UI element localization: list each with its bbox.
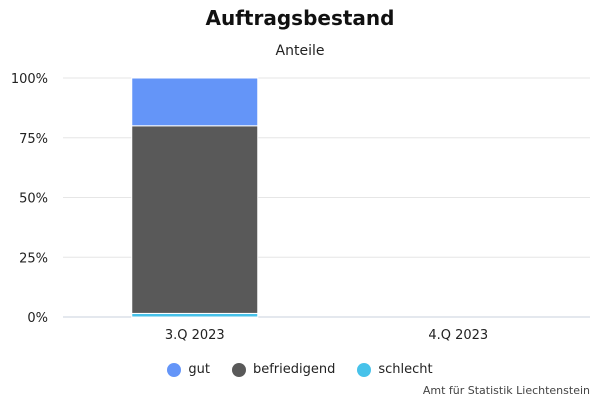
x-tick-label: 3.Q 2023 [165,328,225,343]
legend-item-gut[interactable]: gut [167,362,210,377]
legend-label-befriedigend: befriedigend [252,362,336,377]
y-tick-label: 50% [19,192,48,207]
y-tick-label: 75% [19,132,48,147]
legend-item-schlecht[interactable]: schlecht [357,362,433,377]
y-tick-label: 100% [11,72,48,87]
chart-subtitle: Anteile [275,43,325,59]
legend-item-befriedigend[interactable]: befriedigend [231,362,336,377]
legend-swatch-gut [167,362,182,377]
bar-schlecht-0 [131,312,259,318]
source-credit[interactable]: Amt für Statistik Liechtenstein [422,384,590,397]
chart-title: Auftragsbestand [205,6,395,30]
bar-gut-0 [131,77,259,127]
y-tick-label: 25% [19,251,48,266]
legend-label-gut: gut [188,362,210,377]
legend-swatch-befriedigend [231,362,246,377]
chart-legend: gut befriedigend schlecht [0,362,600,377]
legend-swatch-schlecht [357,362,372,377]
bar-befriedigend-0 [131,125,259,314]
legend-label-schlecht: schlecht [378,362,433,377]
x-tick-label: 4.Q 2023 [428,328,488,343]
y-tick-label: 0% [27,311,48,326]
